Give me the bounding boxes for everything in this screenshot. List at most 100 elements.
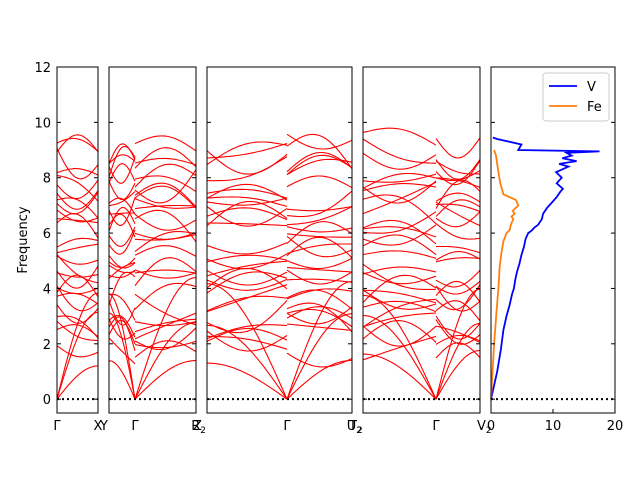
band-line: [134, 185, 196, 209]
band-line: [363, 173, 437, 183]
band-line: [207, 284, 288, 313]
band-line: [57, 174, 98, 202]
band-line: [109, 197, 136, 215]
x-tick-label: R2: [191, 419, 206, 436]
band-line: [207, 278, 288, 291]
band-line: [109, 197, 136, 226]
y-tick-label: 0: [43, 393, 51, 408]
band-line: [134, 209, 196, 243]
band-line: [286, 226, 352, 233]
band-line: [207, 200, 288, 227]
x-tick-label: U2: [347, 419, 362, 436]
band-line: [57, 148, 98, 180]
band-line: [435, 160, 480, 175]
band-line: [109, 300, 136, 326]
band-line: [286, 233, 352, 238]
band-line: [286, 280, 352, 400]
band-line: [363, 325, 437, 347]
band-line: [363, 181, 437, 215]
band-line: [286, 313, 352, 400]
band-line: [286, 289, 352, 310]
band-line: [109, 293, 136, 321]
band-line: [57, 285, 98, 312]
band-line: [435, 159, 480, 180]
band-line: [134, 135, 196, 152]
band-line: [57, 213, 98, 239]
band-line: [363, 298, 437, 328]
band-line: [363, 272, 437, 285]
band-line: [363, 335, 437, 361]
band-line: [286, 235, 352, 258]
band-line: [435, 285, 480, 312]
band-line: [57, 134, 98, 153]
band-line: [435, 280, 480, 303]
x-tick-label: 10: [545, 419, 562, 434]
band-line: [57, 287, 98, 295]
band-line: [109, 229, 136, 255]
band-line: [134, 318, 196, 333]
band-line: [109, 212, 135, 215]
x-tick-label: Γ: [53, 419, 61, 434]
band-line: [57, 272, 98, 278]
band-line: [286, 190, 352, 218]
band-line: [363, 180, 437, 204]
band-line: [109, 157, 136, 184]
band-line: [435, 201, 480, 227]
band-line: [57, 320, 98, 342]
band-line: [435, 319, 480, 345]
band-line: [363, 234, 437, 256]
band-line: [363, 127, 437, 146]
band-line: [109, 337, 136, 365]
band-line: [57, 292, 98, 400]
band-line: [207, 335, 288, 350]
band-line: [109, 314, 136, 338]
band-line: [363, 353, 437, 400]
band-line: [57, 168, 98, 176]
band-line: [363, 289, 437, 304]
band-line: [363, 138, 437, 164]
band-line: [286, 323, 352, 331]
band-line: [207, 253, 288, 270]
band-line: [435, 251, 480, 261]
band-line: [207, 206, 288, 227]
band-line: [286, 154, 352, 176]
band-line: [363, 224, 437, 246]
band-line: [435, 334, 480, 345]
band-line: [207, 141, 288, 166]
band-line: [134, 360, 196, 400]
band-line: [134, 340, 196, 358]
band-line: [109, 226, 136, 247]
band-line: [207, 254, 288, 263]
band-line: [286, 243, 352, 255]
band-line: [435, 325, 480, 343]
band-line: [109, 145, 136, 178]
y-tick-label: 10: [34, 116, 51, 131]
band-line: [435, 315, 480, 340]
band-line: [57, 254, 98, 284]
band-line: [286, 306, 352, 325]
band-line: [57, 345, 98, 358]
band-line: [207, 197, 288, 206]
band-line: [363, 312, 437, 328]
band-line: [207, 327, 288, 342]
band-line: [134, 321, 196, 327]
band-line: [134, 147, 196, 169]
band-line: [207, 300, 288, 334]
y-tick-label: 8: [43, 172, 51, 187]
band-line: [57, 304, 98, 324]
band-line: [207, 196, 288, 207]
panel-frame: [108, 66, 197, 414]
band-line: [134, 204, 196, 210]
y-axis-label: Frequency: [16, 206, 31, 273]
band-line: [435, 342, 480, 359]
band-line: [134, 282, 196, 310]
band-line: [286, 278, 352, 283]
band-line: [109, 191, 136, 207]
band-line: [57, 243, 98, 254]
band-line: [207, 324, 288, 340]
dos-line-v: [490, 136, 600, 400]
dos-panel: 0 10 20 V Fe: [487, 66, 623, 434]
